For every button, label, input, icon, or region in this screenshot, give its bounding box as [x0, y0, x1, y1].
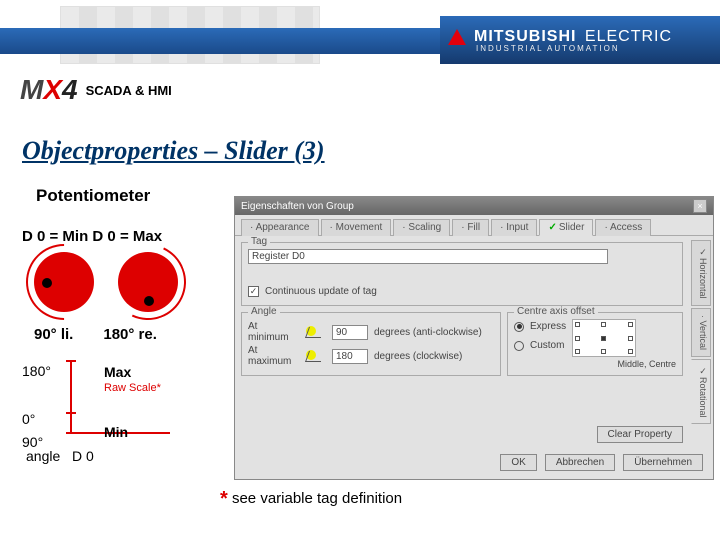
vtab-horizontal[interactable]: ✓Horizontal [691, 240, 711, 306]
knob1-label: 90° li. [34, 326, 73, 343]
angle-max-input[interactable]: 180 [332, 349, 368, 364]
footnote-star: * [220, 488, 228, 510]
tab-bar: · Appearance · Movement · Scaling · Fill… [235, 215, 713, 236]
dialog-title: Eigenschaften von Group [241, 201, 354, 212]
minmax-label: D 0 = Min D 0 = Max [22, 228, 162, 245]
brand-sub: INDUSTRIAL AUTOMATION [476, 44, 672, 53]
express-label: Express [530, 321, 566, 332]
continuous-label: Continuous update of tag [265, 286, 377, 297]
cancel-button[interactable]: Abbrechen [545, 454, 615, 471]
axis-xvar: D 0 [72, 448, 94, 464]
centre-group: Centre axis offset Express Custom Middle… [507, 312, 683, 376]
dialog-titlebar[interactable]: Eigenschaften von Group × [235, 197, 713, 215]
tab-appearance[interactable]: · Appearance [241, 219, 319, 236]
axis-y-labels: 180° 0° 90° [22, 360, 51, 453]
at-max-label: At maximum [248, 345, 296, 367]
continuous-checkbox[interactable]: ✓ [248, 286, 259, 297]
side-tabs: ✓Horizontal · Vertical ✓Rotational [689, 236, 713, 428]
footnote: * see variable tag definition [220, 488, 402, 511]
apply-button[interactable]: Übernehmen [623, 454, 703, 471]
tab-fill[interactable]: · Fill [452, 219, 489, 236]
middle-label: Middle, Centre [514, 359, 676, 369]
tag-group-title: Tag [248, 236, 270, 247]
axis-xlabel: angle [26, 448, 60, 464]
deg-cw2: degrees (clockwise) [374, 351, 462, 362]
express-radio[interactable] [514, 322, 524, 332]
axis-xy: angle D 0 [26, 448, 94, 464]
potentiometer-label: Potentiometer [36, 186, 150, 206]
brand-primary: MITSUBISHI [474, 28, 576, 45]
header: MITSUBISHI ELECTRIC INDUSTRIAL AUTOMATIO… [0, 0, 720, 70]
custom-label: Custom [530, 340, 564, 351]
angle-min-input[interactable]: 90 [332, 325, 368, 340]
tab-movement[interactable]: · Movement [321, 219, 392, 236]
knob2-label: 180° re. [103, 326, 157, 343]
angle-group-title: Angle [248, 306, 280, 317]
angle-group: Angle At minimum 90 degrees (anti-clockw… [241, 312, 501, 376]
mx4-label: SCADA & HMI [86, 83, 172, 98]
knob-min [34, 252, 94, 312]
mx4-4: 4 [62, 74, 78, 105]
brand-secondary: ELECTRIC [585, 28, 672, 45]
mx4-x: X [43, 74, 62, 105]
knob-max [118, 252, 178, 312]
brand-area: MITSUBISHI ELECTRIC INDUSTRIAL AUTOMATIO… [440, 16, 720, 64]
axis-180: 180° [22, 360, 51, 382]
tag-group: Tag Register D0 ✓ Continuous update of t… [241, 242, 683, 306]
tab-slider[interactable]: ✓Slider [539, 219, 593, 236]
vtab-rotational[interactable]: ✓Rotational [691, 359, 711, 425]
axis-max: Max [104, 364, 131, 380]
clear-button[interactable]: Clear Property [597, 426, 683, 443]
tab-scaling[interactable]: · Scaling [393, 219, 450, 236]
close-icon[interactable]: × [693, 199, 707, 213]
brand-triangle-icon [448, 29, 466, 45]
ok-button[interactable]: OK [500, 454, 536, 471]
mx4-logo: MX4 SCADA & HMI [20, 74, 172, 106]
centre-group-title: Centre axis offset [514, 306, 598, 317]
at-min-label: At minimum [248, 321, 296, 343]
axis-rawscale: Raw Scale* [104, 382, 161, 394]
knob-labels: 90° li. 180° re. [34, 326, 157, 343]
tab-input[interactable]: · Input [491, 219, 537, 236]
deg-cw1: degrees (anti-clockwise) [374, 327, 482, 338]
knobs [34, 252, 178, 312]
axis-min: Min [104, 424, 128, 440]
tab-access[interactable]: · Access [595, 219, 651, 236]
angle-min-icon [302, 322, 326, 342]
angle-max-icon [302, 346, 326, 366]
vtab-vertical[interactable]: · Vertical [691, 308, 711, 357]
footnote-text: see variable tag definition [232, 490, 402, 507]
slide-title: Objectproperties – Slider (3) [22, 136, 325, 166]
custom-radio[interactable] [514, 341, 524, 351]
properties-dialog: Eigenschaften von Group × · Appearance ·… [234, 196, 714, 480]
mx4-m: M [20, 74, 43, 105]
axis-0: 0° [22, 408, 51, 430]
handle-diagram[interactable] [572, 319, 636, 357]
tag-input[interactable]: Register D0 [248, 249, 608, 264]
